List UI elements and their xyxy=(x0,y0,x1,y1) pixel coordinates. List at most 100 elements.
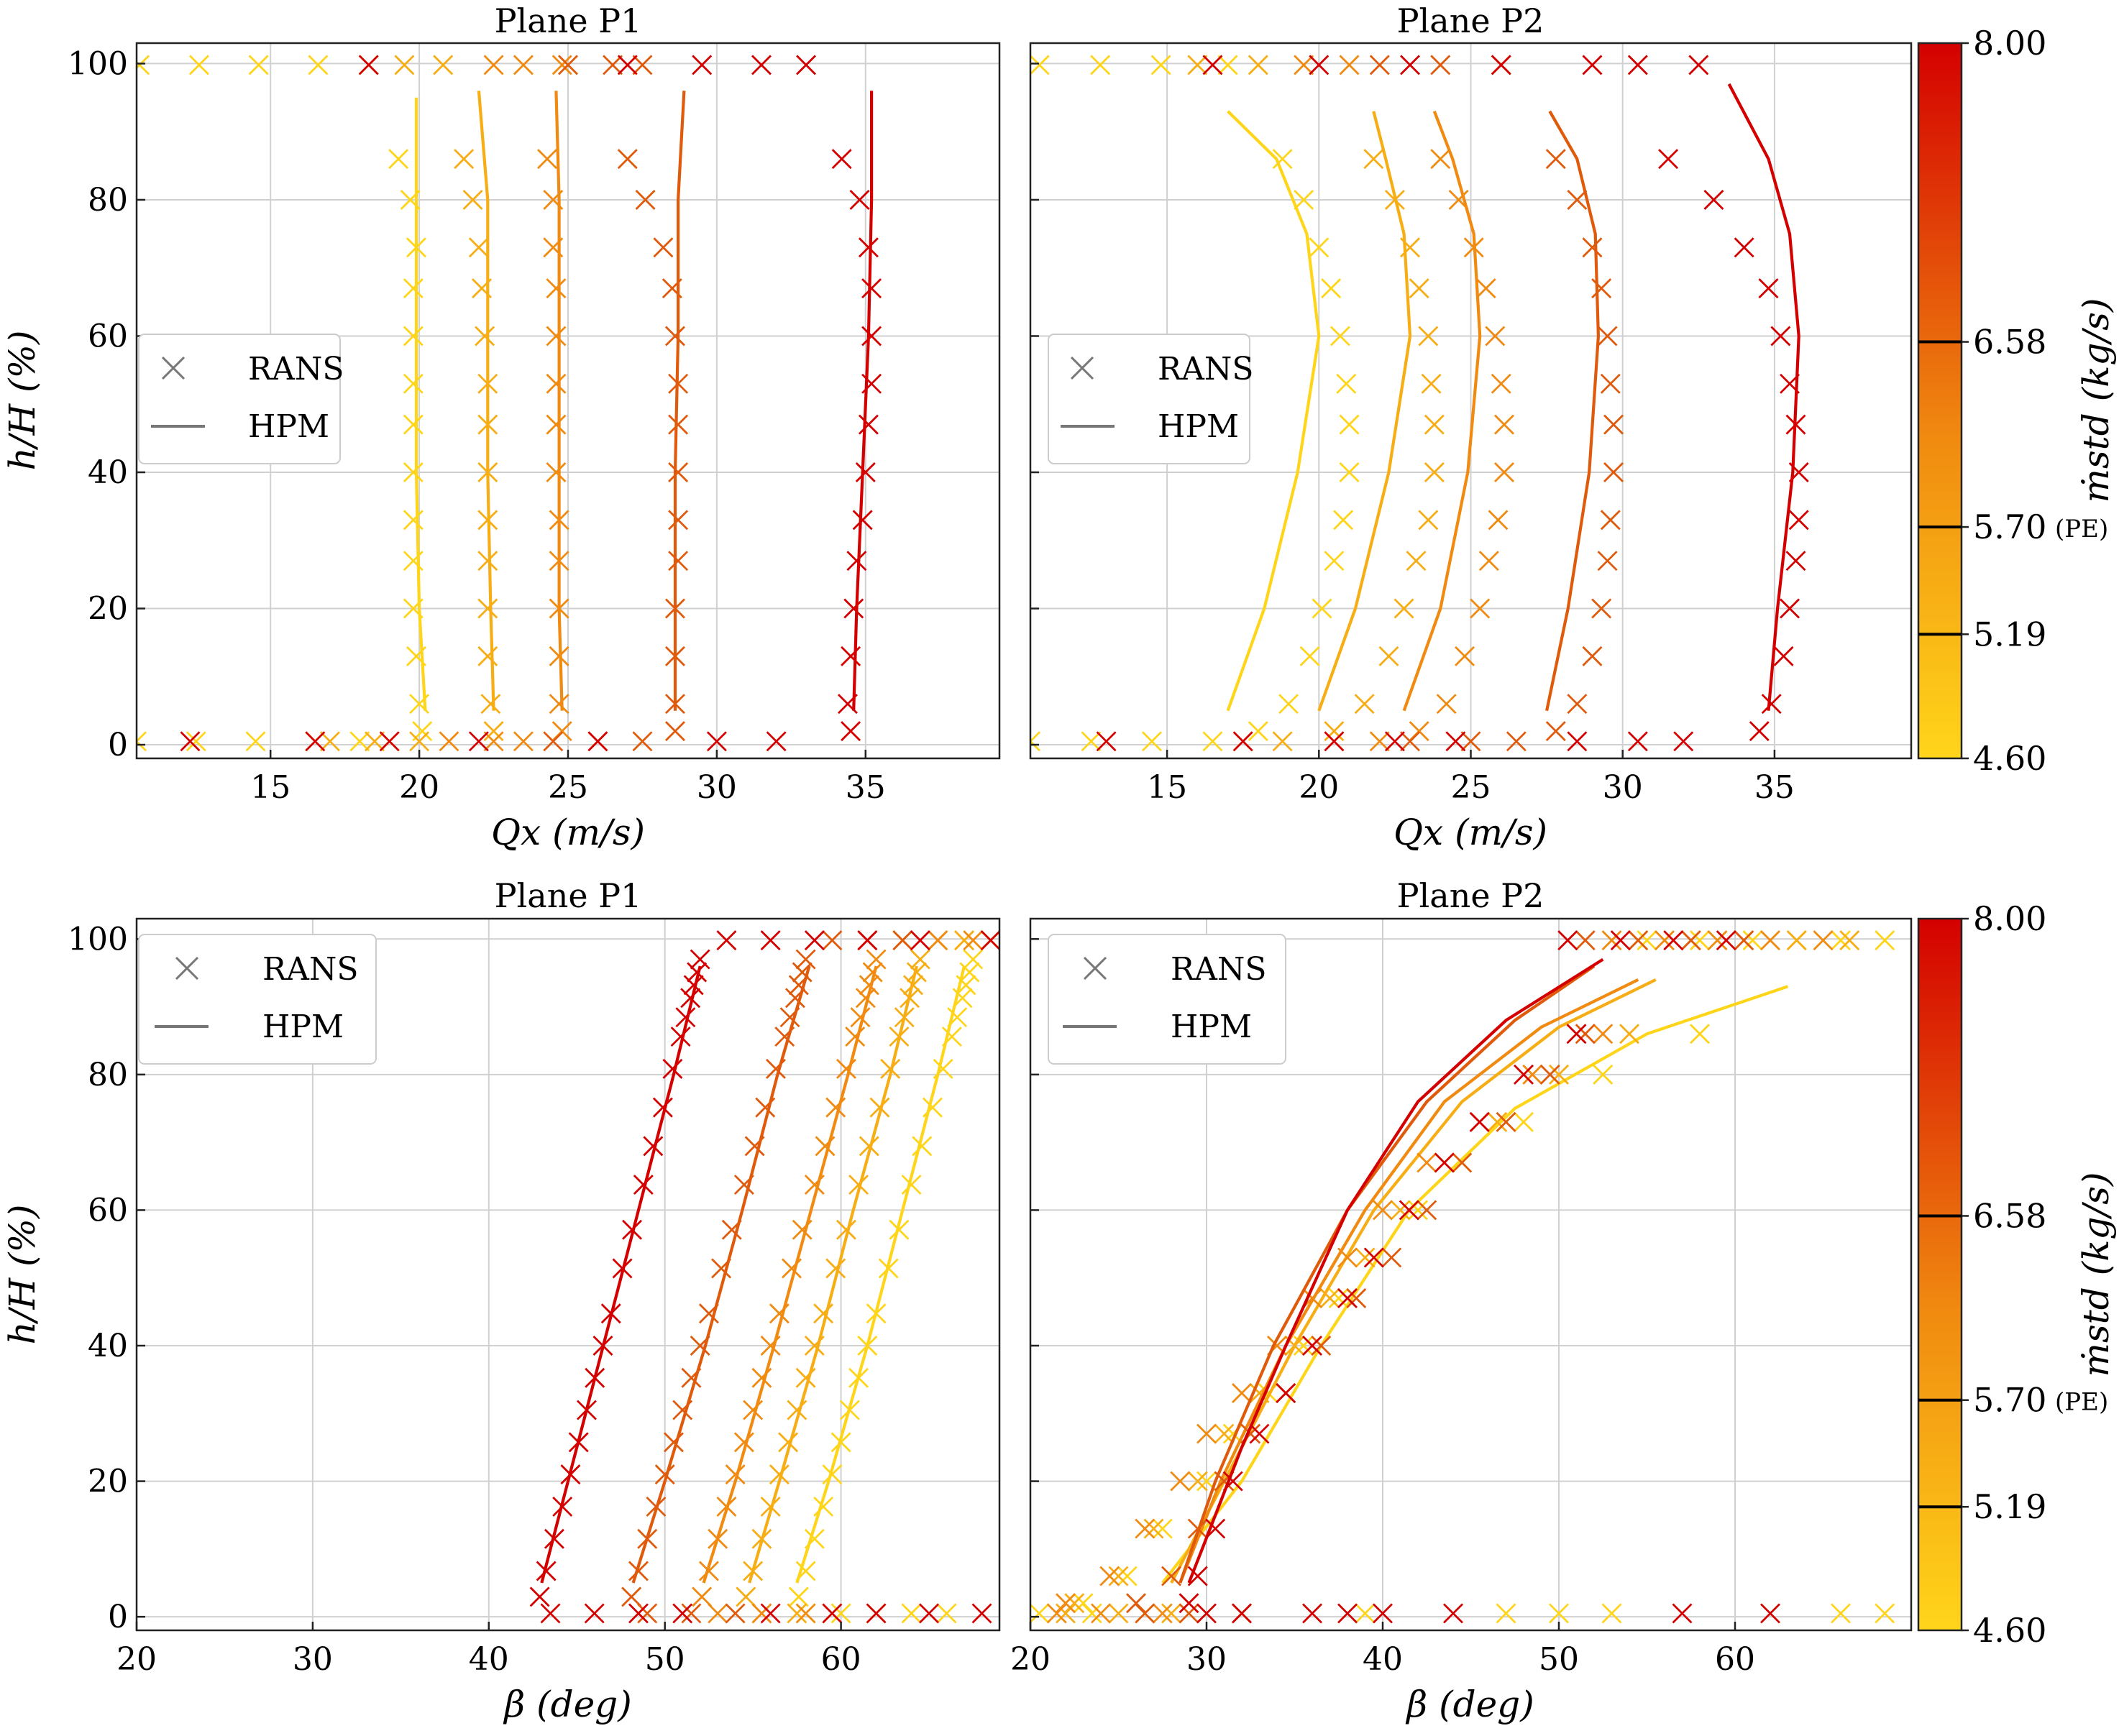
rans-marker xyxy=(1417,1152,1437,1173)
rans-marker xyxy=(633,1175,654,1195)
hpm-line xyxy=(795,965,966,1584)
rans-marker xyxy=(795,949,816,970)
x-tick-label: 50 xyxy=(645,1641,685,1678)
rans-marker xyxy=(804,1175,825,1195)
rans-marker xyxy=(319,731,340,752)
hpm-line xyxy=(1226,110,1321,712)
rans-marker xyxy=(1337,1288,1358,1308)
rans-marker xyxy=(603,55,623,75)
rans-marker xyxy=(941,1027,962,1047)
rans-marker xyxy=(1593,1064,1614,1085)
rans-marker xyxy=(822,1603,843,1624)
rans-marker xyxy=(406,646,426,666)
x-tick-label: 25 xyxy=(1451,769,1491,806)
rans-marker xyxy=(379,731,400,752)
rans-marker xyxy=(537,149,558,170)
rans-marker xyxy=(912,1136,933,1157)
rans-marker xyxy=(841,646,861,666)
rans-marker xyxy=(708,1528,728,1549)
rans-marker xyxy=(1187,55,1208,75)
hpm-line xyxy=(477,91,495,711)
rans-marker xyxy=(1469,1111,1490,1132)
rans-marker xyxy=(862,962,883,983)
rans-marker xyxy=(1294,189,1314,210)
rans-marker xyxy=(1272,731,1293,752)
series-5.19 xyxy=(319,55,504,752)
rans-marker xyxy=(1627,731,1648,752)
tick-labels: 20 30 40 50 60 xyxy=(1010,938,1755,1678)
rans-marker xyxy=(919,1603,940,1624)
rans-marker xyxy=(1637,930,1657,951)
rans-marker xyxy=(1567,189,1588,210)
rans-marker xyxy=(1096,731,1117,752)
rans-marker xyxy=(1141,731,1162,752)
legend-box xyxy=(138,334,341,464)
hpm-line xyxy=(1161,985,1789,1584)
rans-marker xyxy=(815,1136,836,1157)
rans-marker xyxy=(668,373,689,394)
panel-top-right: Plane P2 15 20 25 30 35 Qx (m/s) RANS HPM xyxy=(1029,1,1913,853)
rans-marker xyxy=(698,1561,719,1581)
rans-marker xyxy=(1363,149,1384,170)
rans-marker xyxy=(1222,1471,1243,1492)
legend-rans-marker xyxy=(1070,356,1094,380)
rans-marker xyxy=(1272,149,1293,170)
rans-marker xyxy=(1780,598,1800,619)
y-tick-label: 0 xyxy=(108,1599,128,1635)
rans-marker xyxy=(1593,1024,1614,1044)
rans-marker xyxy=(400,189,421,210)
rans-marker xyxy=(788,975,809,996)
rans-marker xyxy=(928,930,948,951)
rans-marker xyxy=(1152,1518,1173,1539)
rans-marker xyxy=(1294,55,1314,75)
hpm-line xyxy=(852,91,874,711)
rans-marker xyxy=(612,1258,633,1279)
rans-marker xyxy=(403,551,424,571)
rans-marker xyxy=(1336,373,1357,394)
rans-marker xyxy=(558,55,578,75)
x-tick-label: 20 xyxy=(116,1641,157,1678)
rans-marker xyxy=(1496,1111,1516,1132)
x-axis-label: β (deg) xyxy=(503,1684,631,1725)
series-8.00 xyxy=(180,55,882,752)
rans-marker xyxy=(1493,462,1514,482)
rans-marker xyxy=(1545,149,1566,170)
rans-marker xyxy=(632,731,653,752)
rans-marker xyxy=(866,1303,887,1324)
rans-marker xyxy=(403,462,424,482)
rans-marker xyxy=(652,1097,673,1118)
y-tick-label: 40 xyxy=(88,1328,128,1364)
rans-marker xyxy=(546,414,567,435)
rans-marker xyxy=(681,1367,702,1388)
rans-marker xyxy=(403,326,424,346)
rans-marker xyxy=(1406,551,1427,571)
rans-marker xyxy=(662,1058,683,1079)
rans-marker xyxy=(857,930,878,951)
rans-marker xyxy=(1463,237,1484,258)
rans-marker xyxy=(795,1367,816,1388)
x-tick-label: 30 xyxy=(1603,769,1643,806)
rans-marker xyxy=(765,1058,786,1079)
rans-marker xyxy=(804,1336,825,1356)
axes-frame xyxy=(135,917,1001,1632)
rans-marker xyxy=(725,1464,746,1485)
hpm-line xyxy=(1187,957,1604,1584)
rans-marker xyxy=(1742,930,1763,951)
rans-marker xyxy=(1056,1603,1076,1624)
rans-marker xyxy=(947,1007,968,1028)
rans-marker xyxy=(1369,55,1390,75)
rans-marker xyxy=(751,1603,772,1624)
series-6.58 xyxy=(1369,55,1624,752)
rans-marker xyxy=(672,1400,693,1420)
rans-marker xyxy=(1672,1603,1693,1624)
rans-marker xyxy=(477,414,498,435)
rans-marker xyxy=(462,189,483,210)
rans-marker xyxy=(245,731,266,752)
hpm-line xyxy=(1402,111,1482,712)
rans-marker xyxy=(1600,373,1621,394)
rans-marker xyxy=(529,1586,550,1607)
rans-marker xyxy=(1487,1111,1508,1132)
rans-marker xyxy=(903,975,923,996)
rans-marker xyxy=(751,1528,772,1549)
